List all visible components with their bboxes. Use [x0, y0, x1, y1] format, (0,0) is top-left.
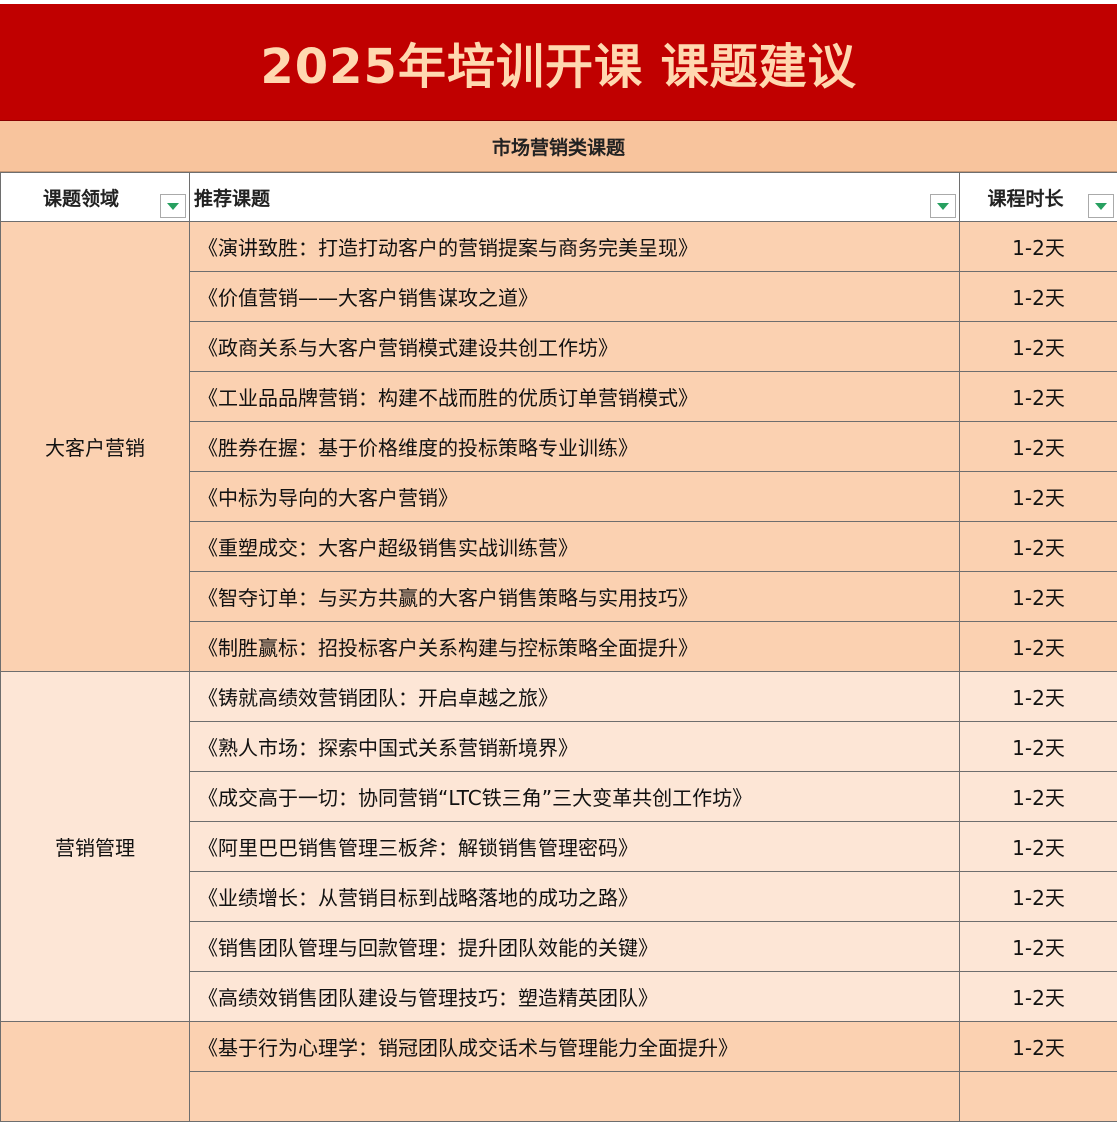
filter-dropdown-icon[interactable]	[1088, 194, 1114, 218]
duration-cell: 1-2天	[960, 972, 1117, 1022]
duration-cell: 1-2天	[960, 222, 1117, 272]
duration-cell: 1-2天	[960, 522, 1117, 572]
duration-cell: 1-2天	[960, 1022, 1117, 1072]
page-title: 2025年培训开课 课题建议	[0, 4, 1117, 121]
course-table: 课题领域 推荐课题 课程时长	[0, 172, 1117, 1122]
topic-cell: 《胜券在握：基于价格维度的投标策略专业训练》	[190, 422, 960, 472]
domain-cell: 营销管理	[1, 672, 190, 1022]
topic-cell: 《熟人市场：探索中国式关系营销新境界》	[190, 722, 960, 772]
topic-cell: 《政商关系与大客户营销模式建设共创工作坊》	[190, 322, 960, 372]
topic-cell	[190, 1072, 960, 1122]
duration-cell: 1-2天	[960, 622, 1117, 672]
duration-cell: 1-2天	[960, 422, 1117, 472]
table-row: 大客户营销 《演讲致胜：打造打动客户的营销提案与商务完美呈现》 1-2天	[1, 222, 1117, 272]
topic-cell: 《高绩效销售团队建设与管理技巧：塑造精英团队》	[190, 972, 960, 1022]
duration-cell: 1-2天	[960, 272, 1117, 322]
topic-cell: 《演讲致胜：打造打动客户的营销提案与商务完美呈现》	[190, 222, 960, 272]
duration-cell: 1-2天	[960, 922, 1117, 972]
topic-cell: 《销售团队管理与回款管理：提升团队效能的关键》	[190, 922, 960, 972]
spreadsheet: 2025年培训开课 课题建议 市场营销类课题 课题领域 推荐课题	[0, 4, 1117, 1122]
duration-cell: 1-2天	[960, 722, 1117, 772]
duration-cell	[960, 1072, 1117, 1122]
topic-cell: 《制胜赢标：招投标客户关系构建与控标策略全面提升》	[190, 622, 960, 672]
topic-cell: 《价值营销——大客户销售谋攻之道》	[190, 272, 960, 322]
duration-cell: 1-2天	[960, 472, 1117, 522]
table-row: 营销管理 《铸就高绩效营销团队：开启卓越之旅》 1-2天	[1, 672, 1117, 722]
section-title: 市场营销类课题	[0, 121, 1117, 172]
topic-cell: 《阿里巴巴销售管理三板斧：解锁销售管理密码》	[190, 822, 960, 872]
duration-cell: 1-2天	[960, 822, 1117, 872]
domain-cell: 大客户营销	[1, 222, 190, 672]
header-domain-label: 课题领域	[43, 188, 119, 210]
topic-cell: 《成交高于一切：协同营销“LTC铁三角”三大变革共创工作坊》	[190, 772, 960, 822]
topic-cell: 《工业品品牌营销：构建不战而胜的优质订单营销模式》	[190, 372, 960, 422]
topic-cell: 《铸就高绩效营销团队：开启卓越之旅》	[190, 672, 960, 722]
header-duration-label: 课程时长	[987, 188, 1063, 210]
duration-cell: 1-2天	[960, 322, 1117, 372]
filter-dropdown-icon[interactable]	[930, 194, 956, 218]
topic-cell: 《基于行为心理学：销冠团队成交话术与管理能力全面提升》	[190, 1022, 960, 1072]
table-row: 《基于行为心理学：销冠团队成交话术与管理能力全面提升》 1-2天	[1, 1022, 1117, 1072]
duration-cell: 1-2天	[960, 672, 1117, 722]
topic-cell: 《智夺订单：与买方共赢的大客户销售策略与实用技巧》	[190, 572, 960, 622]
filter-dropdown-icon[interactable]	[160, 194, 186, 218]
header-row: 课题领域 推荐课题 课程时长	[1, 173, 1117, 222]
duration-cell: 1-2天	[960, 572, 1117, 622]
topic-cell: 《重塑成交：大客户超级销售实战训练营》	[190, 522, 960, 572]
duration-cell: 1-2天	[960, 372, 1117, 422]
header-duration: 课程时长	[960, 173, 1117, 222]
topic-cell: 《业绩增长：从营销目标到战略落地的成功之路》	[190, 872, 960, 922]
domain-cell	[1, 1022, 190, 1122]
topic-cell: 《中标为导向的大客户营销》	[190, 472, 960, 522]
header-domain: 课题领域	[1, 173, 190, 222]
header-topic-label: 推荐课题	[194, 188, 270, 210]
duration-cell: 1-2天	[960, 872, 1117, 922]
duration-cell: 1-2天	[960, 772, 1117, 822]
header-topic: 推荐课题	[190, 173, 960, 222]
